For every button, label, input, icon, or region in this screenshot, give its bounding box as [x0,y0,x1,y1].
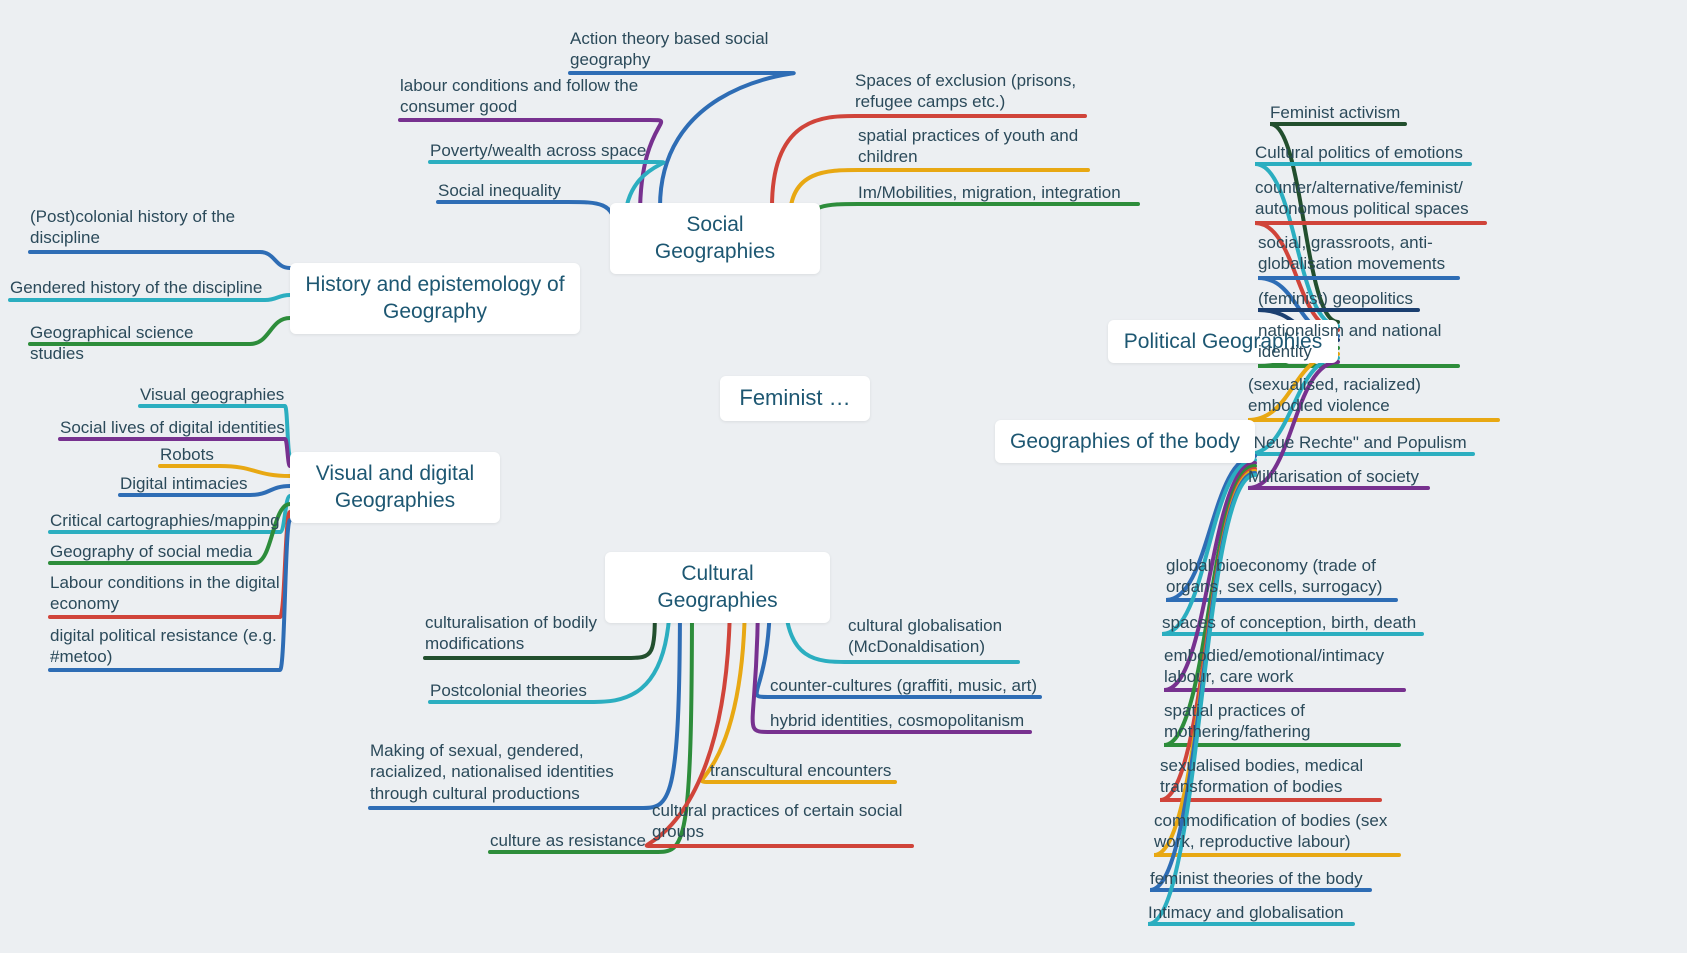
leaf-visual-1: Social lives of digital identities [60,417,285,441]
leaf-political-7: „Neue Rechte" and Populism [1248,432,1473,456]
leaf-body-6: feminist theories of the body [1150,868,1370,892]
leaf-visual-4: Critical cartographies/mapping [50,510,280,534]
leaf-body-5: commodification of bodies (sex work, rep… [1154,810,1399,856]
leaf-political-1: Cultural politics of emotions [1255,142,1470,166]
leaf-political-8: Militarisation of society [1248,466,1428,490]
leaf-cultural-r4: cultural practices of certain social gro… [652,800,912,846]
leaf-visual-7: digital political resistance (e.g. #meto… [50,625,280,671]
leaf-history-2: Geographical science studies [30,322,250,368]
branch-social[interactable]: Social Geographies [610,203,820,274]
leaf-political-3: social, grassroots, anti-globalisation m… [1258,232,1458,278]
leaf-social-l1: labour conditions and follow the consume… [400,75,650,121]
leaf-social-r0: Spaces of exclusion (prisons, refugee ca… [855,70,1085,116]
leaf-cultural-l3: culture as resistance [490,830,655,854]
leaf-social-r1: spatial practices of youth and children [858,125,1088,171]
branch-visual[interactable]: Visual and digital Geographies [290,452,500,523]
leaf-social-l3: Social inequality [438,180,568,204]
leaf-cultural-l0: culturalisation of bodily modifications [425,612,625,658]
leaf-body-4: sexualised bodies, medical transformatio… [1160,755,1380,801]
leaf-social-r2: Im/Mobilities, migration, integration [858,182,1138,206]
leaf-cultural-l2: Making of sexual, gendered, racialized, … [370,740,640,807]
branch-history[interactable]: History and epistemology of Geography [290,263,580,334]
center-node[interactable]: Feminist … [720,376,870,421]
leaf-history-1: Gendered history of the discipline [10,277,265,301]
leaf-visual-6: Labour conditions in the digital economy [50,572,280,618]
leaf-political-6: (sexualised, racialized) embodied violen… [1248,374,1498,420]
leaf-cultural-r0: cultural globalisation (McDonaldisation) [848,615,1018,661]
leaf-body-3: spatial practices of mothering/fathering [1164,700,1399,746]
leaf-visual-5: Geography of social media [50,541,255,565]
leaf-social-l0: Action theory based social geography [570,28,790,74]
leaf-body-1: spaces of conception, birth, death [1162,612,1422,636]
leaf-cultural-r2: hybrid identities, cosmopolitanism [770,710,1030,734]
leaf-political-2: counter/alternative/feminist/ autonomous… [1255,177,1485,223]
leaf-body-2: embodied/emotional/intimacy labour, care… [1164,645,1404,691]
leaf-social-l2: Poverty/wealth across space [430,140,655,164]
leaf-body-7: Intimacy and globalisation [1148,902,1353,926]
leaf-visual-2: Robots [160,444,220,468]
leaf-political-4: (feminist) geopolitics [1258,288,1418,312]
leaf-body-0: global bioeconomy (trade of organs, sex … [1166,555,1396,601]
leaf-cultural-r3: transcultural encounters [710,760,895,784]
leaf-cultural-r1: counter-cultures (graffiti, music, art) [770,675,1040,699]
leaf-cultural-l1: Postcolonial theories [430,680,590,704]
leaf-visual-3: Digital intimacies [120,473,250,497]
branch-body[interactable]: Geographies of the body [995,420,1255,463]
leaf-political-5: nationalism and national identity [1258,320,1458,366]
leaf-visual-0: Visual geographies [140,384,285,408]
leaf-political-0: Feminist activism [1270,102,1405,126]
branch-cultural[interactable]: Cultural Geographies [605,552,830,623]
leaf-history-0: (Post)colonial history of the discipline [30,206,260,252]
